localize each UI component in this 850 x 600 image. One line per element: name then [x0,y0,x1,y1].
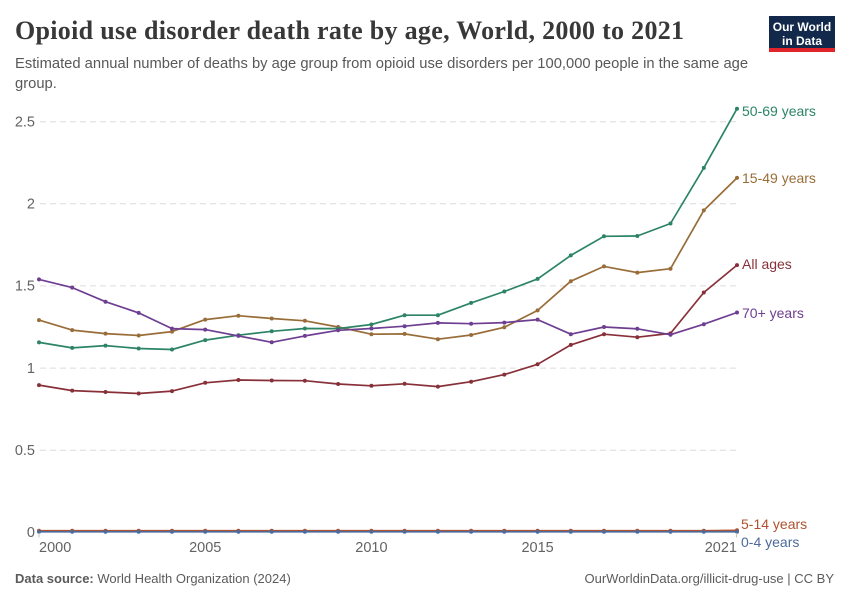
svg-text:2000: 2000 [39,540,71,556]
svg-text:0.5: 0.5 [15,443,35,459]
svg-text:All ages: All ages [742,256,792,272]
svg-text:0: 0 [27,525,35,541]
svg-text:5-14 years: 5-14 years [741,516,807,532]
svg-text:2: 2 [27,197,35,213]
svg-text:2015: 2015 [521,540,553,556]
svg-text:70+ years: 70+ years [742,305,804,321]
svg-text:15-49 years: 15-49 years [742,170,816,186]
svg-text:50-69 years: 50-69 years [742,103,816,119]
svg-text:2.5: 2.5 [15,114,35,130]
svg-text:1.5: 1.5 [15,279,35,295]
svg-text:2010: 2010 [355,540,387,556]
svg-text:0-4 years: 0-4 years [741,534,799,550]
svg-text:2021: 2021 [705,540,737,556]
svg-text:1: 1 [27,361,35,377]
svg-text:2005: 2005 [189,540,221,556]
